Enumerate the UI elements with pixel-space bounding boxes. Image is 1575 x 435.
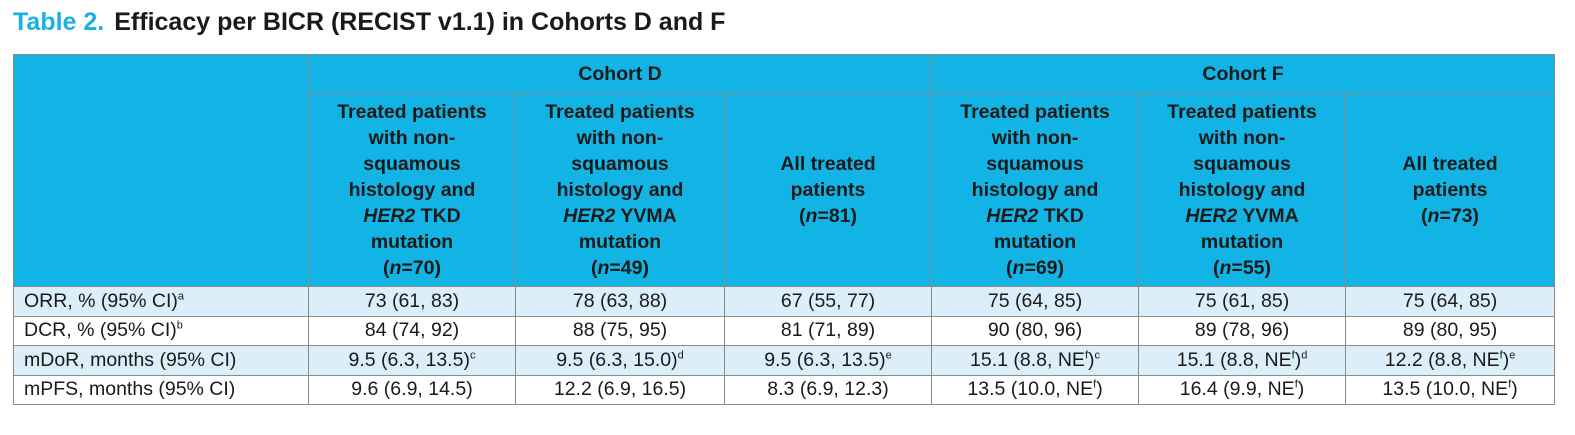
header-corner [13,54,309,287]
cohort-d-header: Cohort D [307,54,933,93]
table-cell: 75 (64, 85) [931,286,1140,317]
row-label: DCR, % (95% CI)b [13,315,309,346]
table-row: mPFS, months (95% CI) 9.6 (6.9, 14.5) 12… [13,374,1556,405]
group-header: Treated patients with non-squamous histolo… [515,92,725,287]
table-caption: Efficacy per BICR (RECIST v1.1) in Cohor… [114,8,726,36]
group-header: Treated patients with non-squamous histolo… [931,92,1140,287]
table-cell: 73 (61, 83) [308,286,516,317]
row-label: mPFS, months (95% CI) [13,374,309,405]
table-cell: 12.2 (6.9, 16.5) [515,374,725,405]
row-label: mDoR, months (95% CI) [13,345,309,376]
table-cell: 81 (71, 89) [723,315,933,346]
table-cell: 9.5 (6.3, 15.0)d [515,345,725,376]
table-cell: 16.4 (9.9, NEf) [1138,374,1347,405]
table-cell: 9.5 (6.3, 13.5)c [308,345,516,376]
table-title: Table 2. Efficacy per BICR (RECIST v1.1) … [13,8,725,37]
table-cell: 15.1 (8.8, NEf)d [1138,345,1347,376]
table-cell: 90 (80, 96) [931,315,1140,346]
table-cell: 88 (75, 95) [515,315,725,346]
group-header: Treated patients with non-squamous histolo… [308,92,516,287]
table-cell: 8.3 (6.9, 12.3) [723,374,933,405]
table-row: ORR, % (95% CI)a 73 (61, 83) 78 (63, 88)… [13,286,1556,317]
table-number: Table 2. [13,8,105,36]
table-row: DCR, % (95% CI)b 84 (74, 92) 88 (75, 95)… [13,315,1556,346]
table-row: mDoR, months (95% CI) 9.5 (6.3, 13.5)c 9… [13,345,1556,376]
table-cell: 12.2 (8.8, NEf)e [1345,345,1556,376]
row-label: ORR, % (95% CI)a [13,286,309,317]
table-cell: 9.5 (6.3, 13.5)e [723,345,933,376]
group-header: Treated patients with non-squamous histolo… [1138,92,1347,287]
table-cell: 78 (63, 88) [515,286,725,317]
table-cell: 67 (55, 77) [723,286,933,317]
cohort-f-header: Cohort F [931,54,1556,93]
table-cell: 89 (78, 96) [1138,315,1347,346]
table-cell: 75 (64, 85) [1345,286,1556,317]
table-cell: 89 (80, 95) [1345,315,1556,346]
efficacy-table: Cohort D Cohort F Treated patients with n… [13,54,1556,405]
table-cell: 15.1 (8.8, NEf)c [931,345,1140,376]
table-cell: 75 (61, 85) [1138,286,1347,317]
table-cell: 84 (74, 92) [308,315,516,346]
group-header: All treated patients (n=81) [723,92,933,287]
table-cell: 13.5 (10.0, NEf) [1345,374,1556,405]
group-header: All treated patients (n=73) [1345,92,1556,287]
table-cell: 13.5 (10.0, NEf) [931,374,1140,405]
table-cell: 9.6 (6.9, 14.5) [308,374,516,405]
